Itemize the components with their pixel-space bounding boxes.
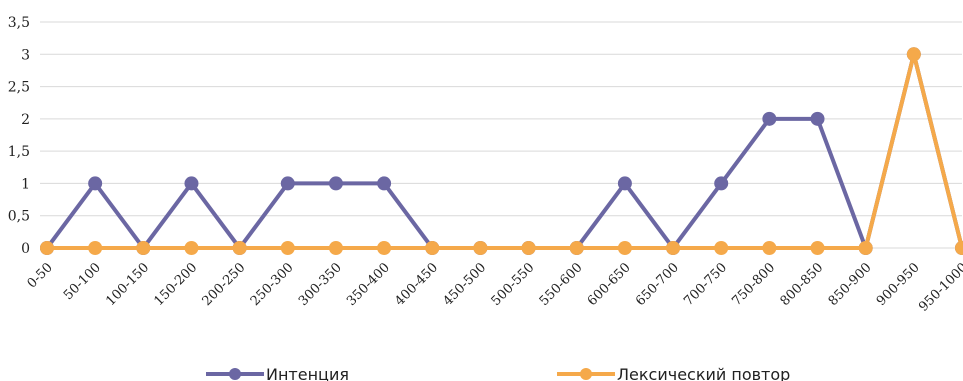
x-tick-label: 300-350: [296, 260, 345, 309]
data-point: [40, 241, 54, 255]
data-point: [377, 176, 392, 191]
x-tick-label: 750-800: [729, 260, 778, 309]
series-2: [40, 47, 963, 255]
y-tick-label: 1: [21, 176, 30, 192]
x-tick-label: 450-500: [440, 260, 489, 309]
data-point: [280, 176, 295, 191]
data-point: [377, 241, 392, 255]
x-tick-label: 50-100: [61, 260, 104, 303]
legend-item: Интенция: [206, 365, 349, 381]
y-tick-label: 2,5: [8, 80, 30, 96]
x-tick-label: 600-650: [585, 260, 634, 309]
data-point: [810, 241, 825, 255]
x-tick-label: 350-400: [344, 260, 393, 309]
x-axis-ticks: 0-50 50-100 100-150 150-200 200-250 250-300 30…: [25, 260, 963, 315]
data-point: [858, 241, 873, 255]
x-tick-label: 150-200: [151, 260, 200, 309]
legend-swatch-marker: [580, 368, 592, 380]
data-point: [714, 176, 729, 191]
y-axis-ticks: 0 0,5 1 1,5 2 2,5 3 3,5: [8, 15, 30, 257]
data-point: [714, 241, 729, 255]
data-point: [473, 241, 488, 255]
x-tick-label: 250-300: [248, 260, 297, 309]
legend-item: Лексический повтор: [557, 365, 790, 381]
data-point: [88, 241, 103, 255]
data-point: [328, 176, 343, 191]
legend-swatch-marker: [229, 368, 241, 380]
data-point: [232, 241, 247, 255]
y-tick-label: 3: [21, 47, 30, 63]
data-point: [762, 111, 777, 126]
series-line: [47, 52, 963, 250]
x-tick-label: 700-750: [681, 260, 730, 309]
y-tick-label: 3,5: [8, 15, 30, 31]
data-point: [617, 241, 632, 255]
x-tick-label: 550-600: [537, 260, 586, 309]
y-tick-label: 0,5: [8, 209, 30, 225]
data-point: [617, 176, 632, 191]
data-point: [280, 241, 295, 255]
x-tick-label: 200-250: [200, 260, 249, 309]
y-tick-label: 2: [21, 112, 30, 128]
data-point: [328, 241, 343, 255]
y-tick-label: 0: [21, 241, 30, 257]
data-point: [906, 47, 921, 62]
x-tick-label: 500-550: [489, 260, 538, 309]
x-tick-label: 650-700: [633, 260, 682, 309]
data-point: [136, 241, 151, 255]
data-point: [88, 176, 103, 191]
x-tick-label: 850-900: [826, 260, 875, 309]
legend-label: Лексический повтор: [617, 365, 790, 381]
x-tick-label: 950-1000: [916, 260, 963, 315]
data-point: [666, 241, 681, 255]
data-point: [184, 241, 199, 255]
x-tick-label: 900-950: [874, 260, 923, 309]
data-point: [184, 176, 199, 191]
x-tick-label: 800-850: [778, 260, 827, 309]
data-point: [425, 241, 440, 255]
series-layer: [40, 47, 963, 255]
y-tick-label: 1,5: [8, 144, 30, 160]
legend-label: Интенция: [266, 365, 349, 381]
data-point: [521, 241, 536, 255]
legend: Интенция Лексический повтор: [206, 365, 790, 381]
x-tick-label: 100-150: [103, 260, 152, 309]
data-point: [955, 241, 963, 255]
data-point: [762, 241, 777, 255]
data-point: [810, 111, 825, 126]
x-tick-label: 400-450: [392, 260, 441, 309]
data-point: [569, 241, 584, 255]
x-tick-label: 0-50: [25, 260, 56, 291]
